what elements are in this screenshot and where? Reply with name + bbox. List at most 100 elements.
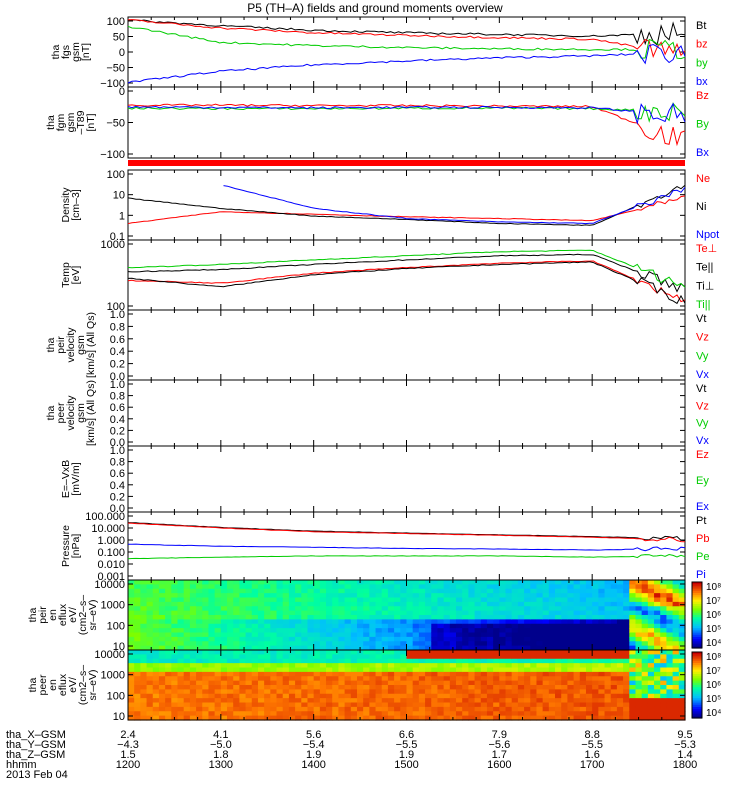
spectrogram-cell — [647, 676, 655, 682]
spectrogram-cell — [227, 636, 234, 642]
spectrogram-cell — [295, 584, 302, 590]
spectrogram-cell — [443, 689, 451, 695]
spectrogram-cell — [505, 698, 513, 704]
spectrogram-cell — [233, 606, 240, 612]
spectrogram-cell — [220, 680, 228, 686]
spectrogram-cell — [678, 623, 686, 629]
spectrogram-cell — [511, 584, 519, 590]
spectrogram-cell — [381, 593, 389, 599]
colorbar-cell — [692, 612, 702, 616]
spectrogram-cell — [227, 667, 234, 673]
spectrogram-cell — [456, 584, 463, 590]
spectrogram-cell — [536, 641, 544, 647]
spectrogram-cell — [468, 593, 476, 599]
spectrogram-cell — [295, 671, 302, 677]
spectrogram-cell — [128, 667, 135, 673]
spectrogram-cell — [604, 658, 612, 664]
spectrogram-cell — [635, 588, 643, 594]
spectrogram-cell — [592, 632, 599, 638]
spectrogram-cell — [202, 667, 210, 673]
legend-vz: Vz — [696, 332, 709, 344]
spectrogram-cell — [406, 698, 414, 704]
ephem-value: 1.7 — [492, 749, 507, 761]
spectrogram-cell — [251, 680, 259, 686]
spectrogram-cell — [307, 706, 315, 712]
spectrogram-cell — [629, 689, 637, 695]
spectrogram-cell — [394, 715, 401, 721]
colorbar-cell — [692, 693, 702, 697]
spectrogram-cell — [282, 658, 290, 664]
spectrogram-cell — [288, 593, 296, 599]
spectrogram-cell — [227, 580, 234, 585]
spectrogram-cell — [672, 593, 680, 599]
y-axis-label: [km/s] (All Qs) — [85, 380, 97, 446]
spectrogram-cell — [214, 706, 222, 712]
y-axis-label: tha — [27, 608, 39, 623]
spectrogram-cell — [264, 698, 271, 704]
spectrogram-cell — [214, 584, 222, 590]
spectrogram-cell — [257, 636, 265, 642]
spectrogram-cell — [214, 597, 222, 603]
spectrogram-cell — [573, 580, 581, 585]
spectrogram-cell — [251, 685, 259, 690]
spectrogram-cell — [146, 671, 154, 677]
spectrogram-cell — [282, 654, 290, 660]
spectrogram-cell — [264, 623, 271, 629]
spectrogram-cell — [400, 641, 408, 647]
spectrogram-cell — [511, 623, 519, 629]
spectrogram-cell — [666, 636, 674, 642]
spectrogram-cell — [412, 601, 420, 607]
spectrogram-cell — [499, 601, 507, 607]
spectrogram-cell — [282, 632, 290, 638]
colorbar-cell — [692, 584, 702, 587]
spectrogram-cell — [369, 588, 377, 594]
spectrogram-cell — [610, 685, 618, 690]
spectrogram-cell — [412, 667, 420, 673]
spectrogram-cell — [239, 693, 247, 699]
spectrogram-cell — [239, 641, 247, 647]
spectrogram-cell — [493, 693, 500, 699]
spectrogram-cell — [326, 693, 333, 699]
spectrogram-cell — [443, 610, 451, 616]
spectrogram-cell — [456, 597, 463, 603]
spectrogram-cell — [616, 610, 624, 616]
spectrogram-cell — [288, 580, 296, 585]
spectrogram-cell — [629, 619, 637, 625]
spectrogram-cell — [672, 715, 680, 721]
spectrogram-cell — [332, 610, 340, 616]
spectrogram-cell — [456, 680, 463, 686]
spectrogram-cell — [437, 698, 445, 704]
spectrogram-cell — [654, 580, 661, 585]
spectrogram-cell — [171, 593, 179, 599]
spectrogram-cell — [288, 601, 296, 607]
spectrogram-cell — [468, 667, 476, 673]
ephem-value: 2.4 — [120, 729, 135, 741]
spectrogram-cell — [356, 593, 364, 599]
spectrogram-cell — [406, 650, 414, 655]
spectrogram-cell — [196, 680, 203, 686]
spectrogram-cell — [437, 711, 445, 717]
spectrogram-cell — [214, 685, 222, 690]
spectrogram-cell — [635, 685, 643, 690]
spectrogram-cell — [214, 606, 222, 612]
spectrogram-cell — [264, 654, 271, 660]
spectrogram-cell — [536, 650, 544, 655]
spectrogram-cell — [183, 632, 191, 638]
spectrogram-cell — [623, 628, 630, 634]
spectrogram-cell — [524, 628, 531, 634]
spectrogram-cell — [585, 715, 593, 721]
spectrogram-cell — [295, 685, 302, 690]
spectrogram-cell — [177, 645, 185, 651]
spectrogram-cell — [548, 606, 556, 612]
series-fgs-bt — [127, 19, 686, 46]
spectrogram-cell — [616, 641, 624, 647]
spectrogram-cell — [356, 667, 364, 673]
spectrogram-cell — [158, 628, 166, 634]
spectrogram-cell — [356, 680, 364, 686]
spectrogram-cell — [412, 685, 420, 690]
spectrogram-cell — [555, 632, 562, 638]
spectrogram-cell — [177, 667, 185, 673]
spectrogram-cell — [214, 711, 222, 717]
spectrogram-cell — [567, 689, 575, 695]
spectrogram-cell — [375, 680, 383, 686]
